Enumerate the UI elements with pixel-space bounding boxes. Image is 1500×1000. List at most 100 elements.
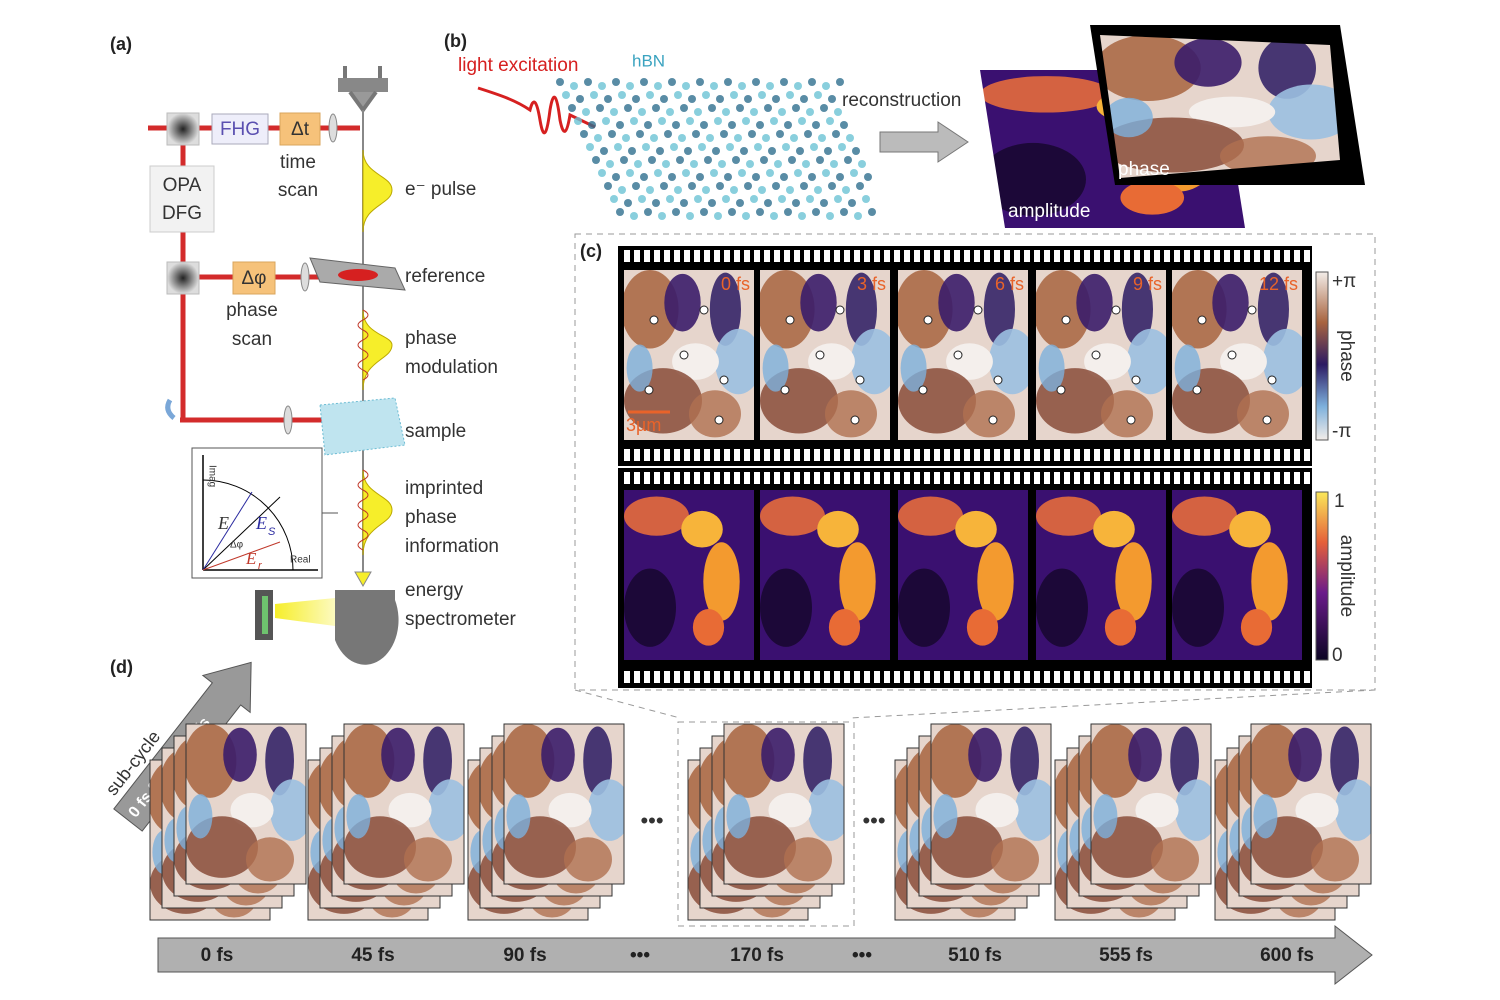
film-hole	[1184, 250, 1190, 262]
film-hole	[704, 472, 710, 484]
lattice-atom	[766, 169, 774, 177]
film-hole	[1104, 671, 1110, 683]
lattice-atom	[576, 95, 584, 103]
lattice-atom	[634, 160, 642, 168]
film-hole	[1054, 671, 1060, 683]
lattice-atom	[700, 121, 708, 129]
film-hole	[1274, 449, 1280, 461]
lattice-atom	[850, 169, 858, 177]
film-hole	[1224, 472, 1230, 484]
lattice-atom	[630, 117, 638, 125]
lattice-atom	[568, 104, 576, 112]
frame-time: 0 fs	[721, 274, 750, 294]
film-hole	[1294, 250, 1300, 262]
film-hole	[854, 449, 860, 461]
lattice-atom	[604, 95, 612, 103]
lattice-atom	[736, 104, 744, 112]
film-hole	[1244, 671, 1250, 683]
film-hole	[1224, 671, 1230, 683]
film-hole	[1194, 449, 1200, 461]
film-hole	[1294, 671, 1300, 683]
film-hole	[1094, 449, 1100, 461]
film-hole	[754, 449, 760, 461]
vortex	[1056, 385, 1066, 395]
panel-label: (d)	[110, 657, 133, 677]
lattice-atom	[832, 130, 840, 138]
lattice-atom	[598, 82, 606, 90]
inset-circle	[202, 479, 294, 571]
lattice-atom	[690, 160, 698, 168]
film-hole	[1164, 449, 1170, 461]
film-hole	[1144, 449, 1150, 461]
film-hole	[994, 449, 1000, 461]
lens	[283, 405, 293, 435]
vortex	[649, 315, 659, 325]
film-hole	[1254, 472, 1260, 484]
opa-label: DFG	[162, 203, 202, 224]
lattice-atom	[646, 186, 654, 194]
film-hole	[1264, 671, 1270, 683]
film-hole	[1294, 472, 1300, 484]
vortex	[719, 375, 729, 385]
phase-delay-box	[232, 261, 276, 295]
film-hole	[1064, 250, 1070, 262]
film-hole	[684, 671, 690, 683]
lattice-atom	[752, 78, 760, 86]
film-hole	[1204, 250, 1210, 262]
lattice-atom	[774, 160, 782, 168]
film-hole	[774, 472, 780, 484]
stack-frame	[185, 723, 307, 885]
vortex	[1111, 305, 1121, 315]
panel-label: (c)	[580, 241, 602, 261]
film-hole	[954, 449, 960, 461]
lattice-atom	[748, 130, 756, 138]
film-hole	[1284, 671, 1290, 683]
phasor-inset	[191, 447, 323, 579]
film-hole	[1034, 671, 1040, 683]
lattice-atom	[840, 121, 848, 129]
stack-frame	[723, 723, 845, 885]
film-hole	[744, 671, 750, 683]
lattice-atom	[706, 134, 714, 142]
film-hole	[704, 449, 710, 461]
lattice-atom	[624, 104, 632, 112]
vortex	[1131, 375, 1141, 385]
film-hole	[694, 250, 700, 262]
film-hole	[1184, 472, 1190, 484]
film-hole	[1184, 671, 1190, 683]
lattice-atom	[836, 78, 844, 86]
time-arrow	[157, 924, 1373, 986]
film-hole	[1234, 449, 1240, 461]
lattice-atom	[586, 143, 594, 151]
film-hole	[914, 449, 920, 461]
lattice-atom	[708, 104, 716, 112]
film-hole	[934, 449, 940, 461]
film-hole	[874, 472, 880, 484]
arrow-head	[354, 571, 372, 588]
film-hole	[1024, 449, 1030, 461]
vortex	[780, 385, 790, 395]
lattice-atom	[856, 182, 864, 190]
film-hole	[864, 449, 870, 461]
film-hole	[754, 250, 760, 262]
film-hole	[794, 449, 800, 461]
lattice-atom	[616, 121, 624, 129]
film-hole	[814, 449, 820, 461]
lattice-atom	[672, 121, 680, 129]
film-hole	[834, 472, 840, 484]
lattice-atom	[710, 169, 718, 177]
film-hole	[1074, 472, 1080, 484]
lattice-atom	[814, 186, 822, 194]
lattice-atom	[702, 186, 710, 194]
film-hole	[1014, 250, 1020, 262]
film-hole	[1004, 671, 1010, 683]
lattice-atom	[628, 147, 636, 155]
film-hole	[1044, 472, 1050, 484]
phasor-er-sub: r	[258, 560, 263, 572]
film-hole	[664, 449, 670, 461]
phasor-es-label: E	[255, 513, 267, 533]
lattice-atom	[630, 212, 638, 220]
panel-label: (a)	[110, 34, 132, 54]
lattice-atom	[676, 156, 684, 164]
lattice-atom	[854, 212, 862, 220]
